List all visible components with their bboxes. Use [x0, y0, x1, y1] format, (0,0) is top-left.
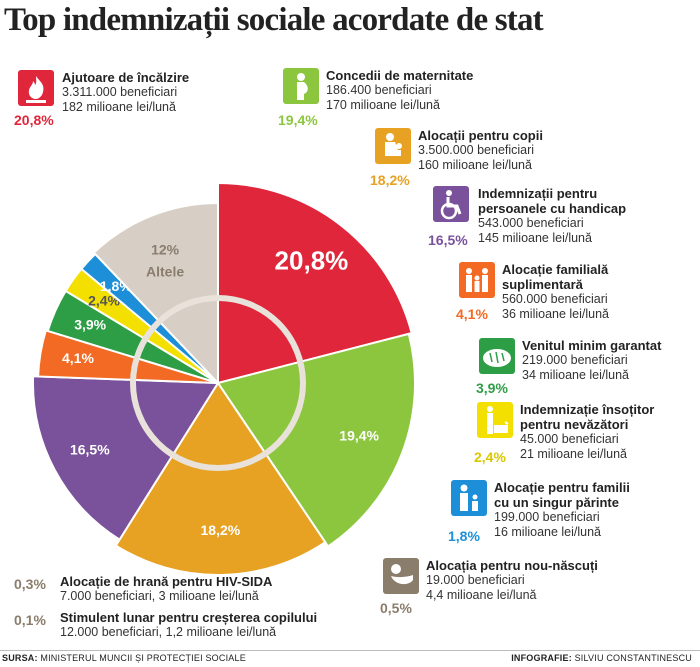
legend-detail: 560.000 beneficiari	[502, 292, 608, 306]
legend-percent: 2,4%	[474, 449, 506, 465]
pie-center-ring	[130, 295, 306, 471]
single-parent-icon	[451, 480, 487, 516]
small-item: Alocație de hrană pentru HIV-SIDA 7.000 b…	[60, 574, 272, 604]
legend-detail: 16 milioane lei/lună	[494, 525, 602, 539]
legend-entry: Ajutoare de încălzire 3.311.000 beneficia…	[62, 70, 189, 115]
slice-label: 20,8%	[275, 245, 349, 275]
footer-credit: INFOGRAFIE: SILVIU CONSTANTINESCU	[511, 653, 692, 663]
legend-name: Alocația pentru nou-născuți	[426, 558, 598, 573]
legend-detail: 160 milioane lei/lună	[418, 158, 532, 172]
small-item-detail: 12.000 beneficiari, 1,2 milioane lei/lun…	[60, 625, 277, 639]
legend-detail: 219.000 beneficiari	[522, 353, 628, 367]
legend-percent: 20,8%	[14, 112, 54, 128]
source-label: SURSA:	[2, 653, 38, 663]
legend-detail: 3.500.000 beneficiari	[418, 143, 535, 157]
legend-entry: Venitul minim garantat 219.000 beneficiar…	[522, 338, 661, 383]
legend-name: cu un singur părinte	[494, 495, 619, 510]
footer-rule	[0, 650, 700, 651]
legend-name: Alocație pentru familii	[494, 480, 630, 495]
legend-detail: 170 milioane lei/lună	[326, 98, 440, 112]
legend-entry: Alocație familială suplimentară 560.000 be…	[502, 262, 609, 322]
pie-slice	[32, 375, 220, 542]
legend-name: Indemnizație însoțitor	[520, 402, 655, 417]
small-item-name: Stimulent lunar pentru creșterea copilul…	[60, 610, 318, 625]
small-item: Stimulent lunar pentru creșterea copilul…	[60, 610, 317, 640]
small-item-detail: 7.000 beneficiari, 3 milioane lei/lună	[60, 589, 259, 603]
slice-label: 2,4%	[88, 292, 120, 308]
legend-name: suplimentară	[502, 277, 583, 292]
page-title: Top indemnizații sociale acordate de sta…	[4, 2, 544, 38]
slice-label: 16,5%	[70, 442, 110, 458]
legend-detail: 199.000 beneficiari	[494, 510, 600, 524]
legend-entry: Indemnizații pentru persoanele cu handica…	[478, 186, 626, 246]
legend-detail: 21 milioane lei/lună	[520, 447, 628, 461]
small-item-percent: 0,1%	[14, 612, 46, 628]
small-item-name: Alocație de hrană pentru HIV-SIDA	[60, 574, 273, 589]
legend-name: persoanele cu handicap	[478, 201, 627, 216]
footer-source: SURSA: MINISTERUL MUNCII ȘI PROTECȚIEI S…	[2, 653, 246, 663]
legend-entry: Concedii de maternitate 186.400 beneficia…	[326, 68, 473, 113]
legend-entry: Alocații pentru copii 3.500.000 beneficia…	[418, 128, 543, 173]
legend-entry: Alocația pentru nou-născuți 19.000 benefi…	[426, 558, 598, 603]
slice-label: 4,1%	[62, 350, 94, 366]
legend-detail: 145 milioane lei/lună	[478, 231, 592, 245]
pie-slice	[216, 332, 416, 548]
legend-detail: 34 milioane lei/lună	[522, 368, 630, 382]
flame-icon	[18, 70, 54, 106]
mother-child-icon	[375, 128, 411, 164]
bread-icon	[479, 338, 515, 374]
legend-name: Ajutoare de încălzire	[62, 70, 190, 85]
legend-name: pentru nevăzători	[520, 417, 629, 432]
small-item-percent: 0,3%	[14, 576, 46, 592]
family-icon	[459, 262, 495, 298]
source-text: MINISTERUL MUNCII ȘI PROTECȚIEI SOCIALE	[40, 653, 246, 663]
legend-detail: 45.000 beneficiari	[520, 432, 619, 446]
legend-percent: 16,5%	[428, 232, 468, 248]
slice-label: 18,2%	[201, 522, 241, 538]
slice-sublabel: Altele	[146, 263, 184, 279]
slice-label: 12%	[151, 241, 180, 257]
legend-name: Concedii de maternitate	[326, 68, 474, 83]
credit-label: INFOGRAFIE:	[511, 653, 572, 663]
legend-percent: 18,2%	[370, 172, 410, 188]
pie-slice	[217, 181, 413, 385]
legend-detail: 19.000 beneficiari	[426, 573, 525, 587]
legend-percent: 19,4%	[278, 112, 318, 128]
newborn-icon	[383, 558, 419, 594]
credit-text: SILVIU CONSTANTINESCU	[574, 653, 692, 663]
legend-name: Indemnizații pentru	[478, 186, 598, 201]
wheelchair-icon	[433, 186, 469, 222]
legend-percent: 1,8%	[448, 528, 480, 544]
legend-entry: Indemnizație însoțitor pentru nevăzători 4…	[520, 402, 654, 462]
legend-percent: 3,9%	[476, 380, 508, 396]
legend-detail: 3.311.000 beneficiari	[62, 85, 178, 99]
legend-name: Alocații pentru copii	[418, 128, 543, 143]
slice-label: 3,9%	[74, 317, 106, 333]
legend-percent: 4,1%	[456, 306, 488, 322]
pie-slice	[92, 201, 219, 386]
legend-detail: 4,4 milioane lei/lună	[426, 588, 537, 602]
slice-label: 19,4%	[339, 427, 379, 443]
legend-name: Venitul minim garantat	[522, 338, 662, 353]
legend-detail: 543.000 beneficiari	[478, 216, 584, 230]
legend-detail: 186.400 beneficiari	[326, 83, 432, 97]
legend-detail: 36 milioane lei/lună	[502, 307, 610, 321]
legend-detail: 182 milioane lei/lună	[62, 100, 176, 114]
guide-dog-icon	[477, 402, 513, 438]
legend-percent: 0,5%	[380, 600, 412, 616]
pregnant-woman-icon	[283, 68, 319, 104]
legend-name: Alocație familială	[502, 262, 609, 277]
pie-slice	[114, 381, 327, 576]
legend-entry: Alocație pentru familii cu un singur pări…	[494, 480, 630, 540]
